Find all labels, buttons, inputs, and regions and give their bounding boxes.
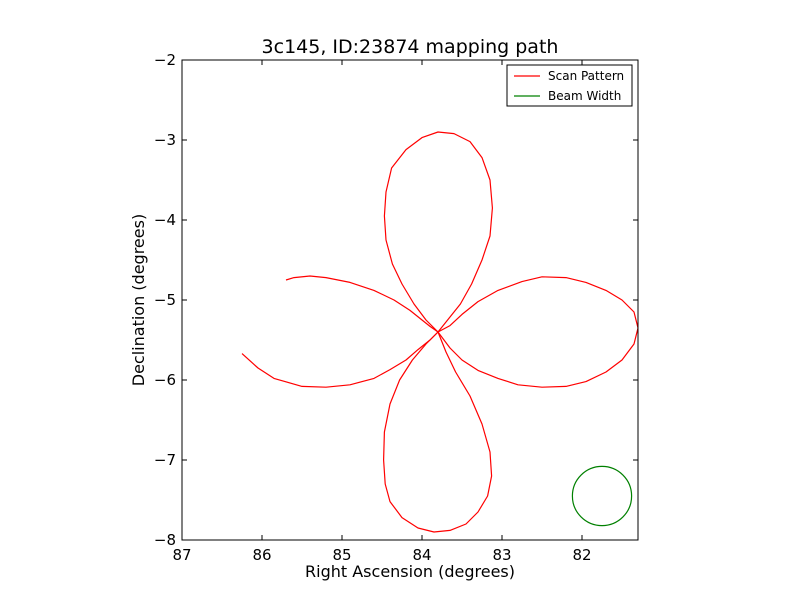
x-tick-label: 87: [172, 546, 191, 564]
x-tick-label: 83: [492, 546, 511, 564]
beam-width-circle: [571, 465, 633, 527]
plot-frame: [181, 59, 639, 541]
x-tick-label: 82: [572, 546, 591, 564]
plot-area: [241, 131, 638, 533]
scan-pattern-line-0: [241, 275, 638, 388]
y-tick-label: −7: [154, 451, 176, 469]
legend-box: [506, 64, 633, 107]
y-tick-label: −2: [154, 51, 176, 69]
chart-title: 3c145, ID:23874 mapping path: [262, 36, 559, 58]
scan-pattern-line-1: [383, 131, 493, 533]
legend-label-scan-pattern: Scan Pattern: [548, 69, 624, 83]
x-tick-label: 84: [412, 546, 431, 564]
y-tick-label: −4: [154, 211, 176, 229]
x-axis-label: Right Ascension (degrees): [305, 562, 515, 581]
legend: Scan Pattern Beam Width: [506, 64, 633, 107]
x-tick-label: 86: [252, 546, 271, 564]
legend-label-beam-width: Beam Width: [548, 89, 621, 103]
y-tick-label: −6: [154, 371, 176, 389]
y-tick-label: −8: [154, 531, 176, 549]
y-tick-label: −3: [154, 131, 176, 149]
x-tick-label: 85: [332, 546, 351, 564]
y-axis-label: Declination (degrees): [129, 214, 148, 386]
y-tick-label: −5: [154, 291, 176, 309]
axis-ticks: 87 86 85 84 83 82 −2 −3 −4 −5 −6 −7 −8: [154, 51, 638, 564]
